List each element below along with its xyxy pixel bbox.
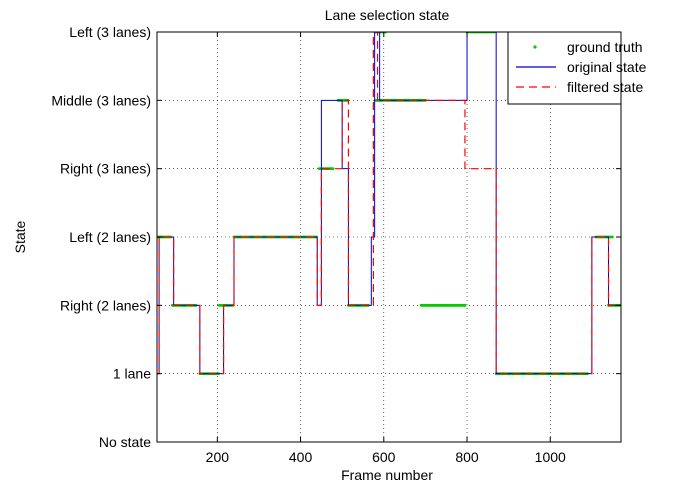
ground-truth-point bbox=[610, 235, 614, 239]
y-tick-label: Left (3 lanes) bbox=[69, 24, 151, 40]
x-tick-label: 1000 bbox=[535, 449, 566, 465]
axis-ticks: 200 400 600 800 1000 No state 1 lane Right (2 l… bbox=[51, 24, 621, 465]
ground-truth-point bbox=[331, 167, 335, 171]
legend-marker-ground-truth bbox=[533, 45, 537, 49]
y-tick-label: No state bbox=[99, 434, 151, 450]
legend-label: original state bbox=[567, 59, 647, 75]
legend: ground truth original state filtered state bbox=[507, 31, 647, 105]
x-tick-label: 400 bbox=[289, 449, 313, 465]
legend-label: ground truth bbox=[567, 39, 643, 55]
y-tick-label: Middle (3 lanes) bbox=[51, 92, 151, 108]
y-tick-label: Right (3 lanes) bbox=[60, 161, 151, 177]
x-tick-label: 600 bbox=[372, 449, 396, 465]
y-tick-label: Right (2 lanes) bbox=[60, 297, 151, 313]
x-tick-label: 800 bbox=[455, 449, 479, 465]
filtered-state-line bbox=[157, 32, 621, 375]
x-tick-label: 200 bbox=[206, 449, 230, 465]
series-filtered-state bbox=[157, 32, 621, 375]
y-tick-label: 1 lane bbox=[113, 366, 151, 382]
y-tick-label: Left (2 lanes) bbox=[69, 229, 151, 245]
legend-box bbox=[507, 31, 622, 105]
y-axis-title: State bbox=[12, 220, 28, 253]
x-axis-title: Frame number bbox=[341, 467, 433, 483]
legend-label: filtered state bbox=[567, 79, 643, 95]
plot-data bbox=[157, 32, 621, 376]
chart-title: Lane selection state bbox=[325, 7, 450, 23]
ground-truth-point bbox=[463, 303, 467, 307]
